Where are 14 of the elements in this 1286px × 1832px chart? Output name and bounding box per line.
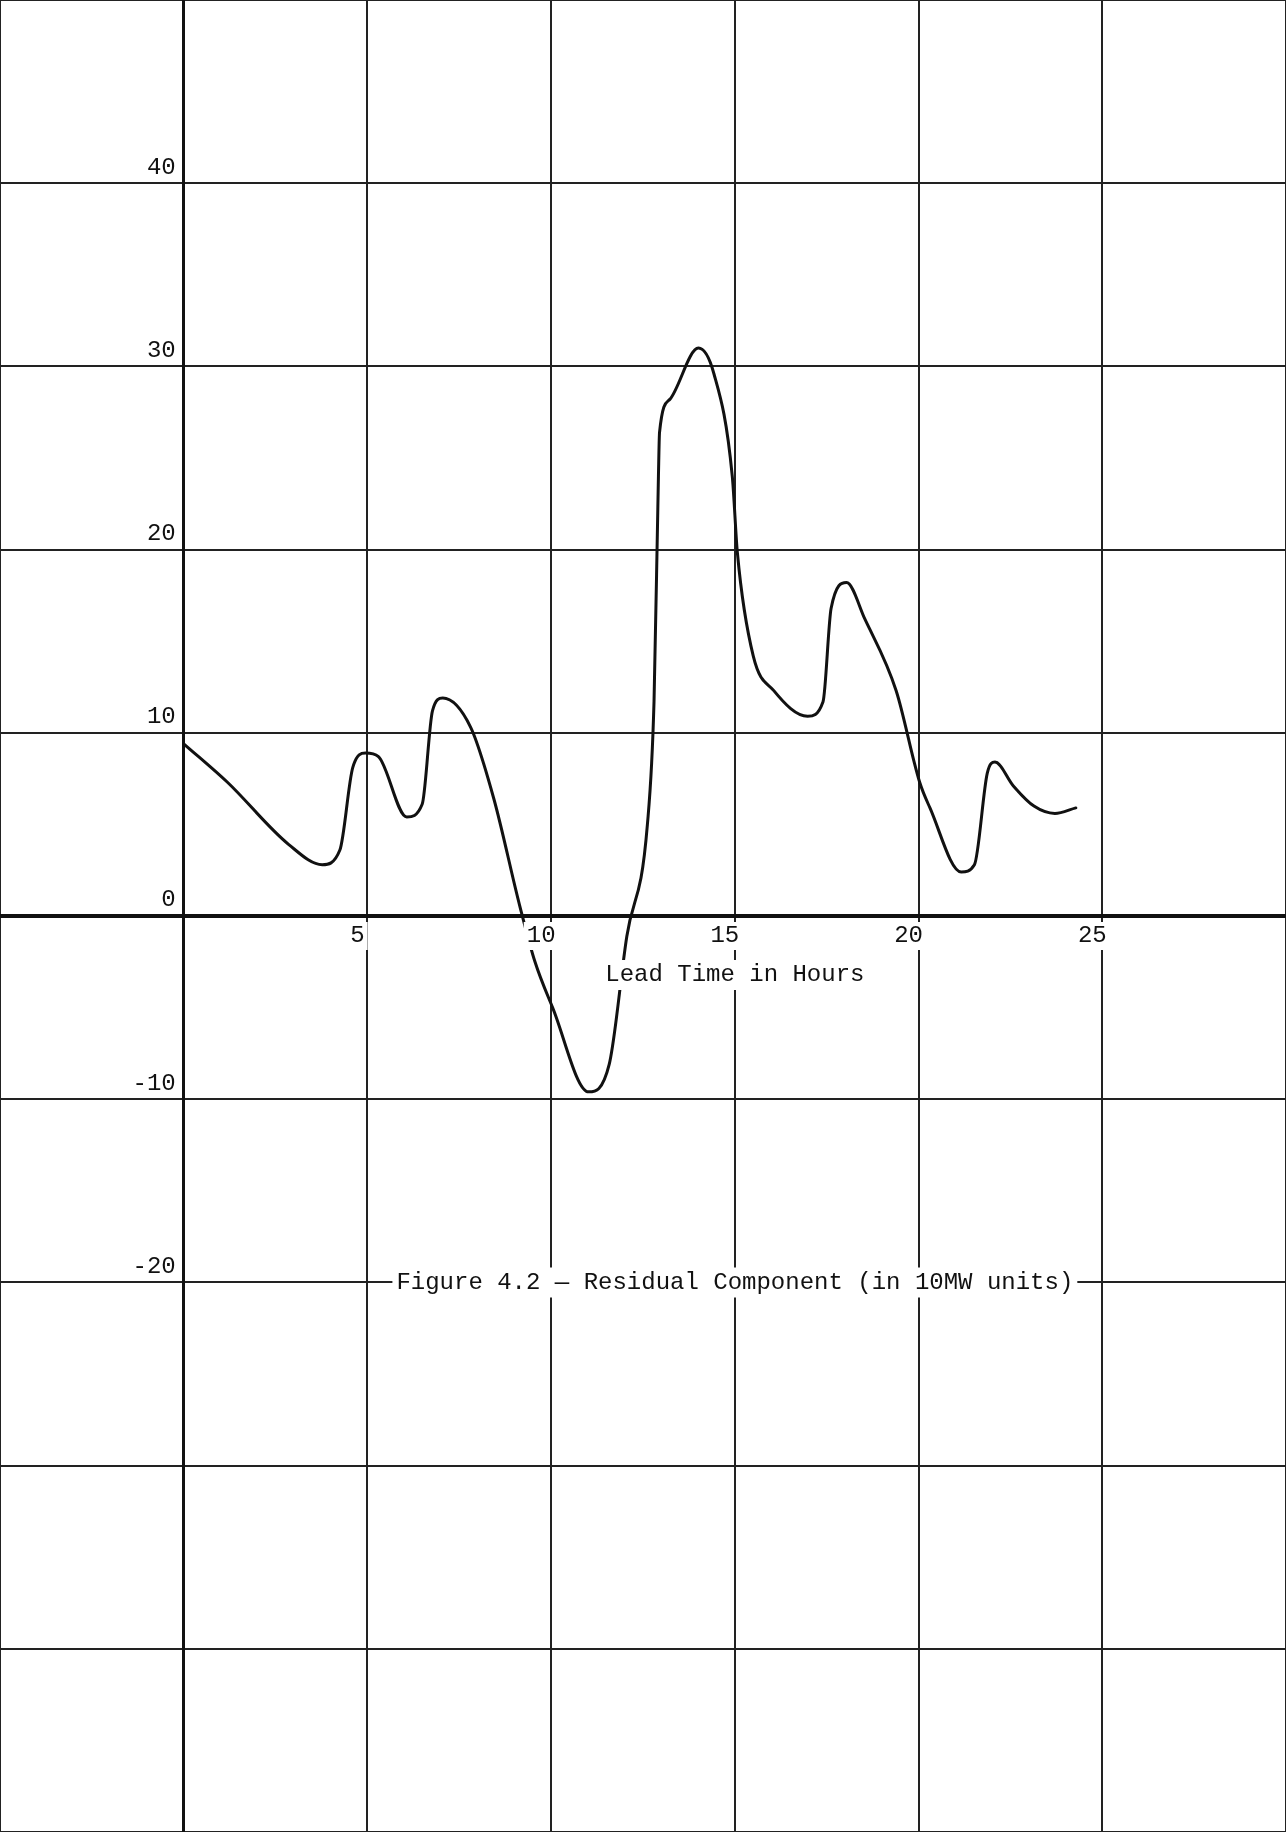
y-tick-label: 20 (146, 519, 176, 547)
x-tick-label: 10 (526, 922, 556, 950)
y-tick-label: 30 (146, 336, 176, 364)
y-tick-label: -20 (132, 1252, 176, 1280)
x-tick-label: 20 (894, 922, 923, 950)
y-tick-label: 10 (146, 703, 176, 731)
x-tick-label: 5 (350, 922, 365, 950)
y-tick-label: 40 (146, 153, 176, 181)
text: Figure 4.2 — Residual Component (in 10MW units) (396, 1268, 1074, 1296)
x-axis-title: Lead Time in Hours (605, 961, 865, 989)
x-tick-label: 25 (1077, 922, 1107, 950)
x-tick-label: 15 (710, 922, 740, 950)
y-tick-label: -10 (132, 1069, 176, 1097)
y-tick-label: 0 (161, 886, 176, 914)
